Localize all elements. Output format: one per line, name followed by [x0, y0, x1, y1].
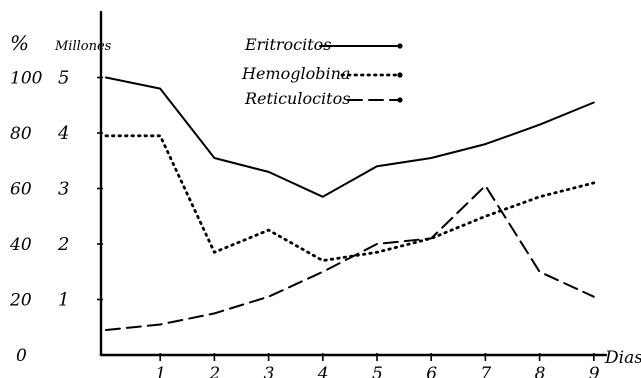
y-right-tick-label: 3	[58, 179, 69, 200]
x-axis-label: Dias	[604, 348, 641, 368]
x-tick-label: 3	[264, 364, 275, 378]
y-left-tick-label: 100	[10, 69, 43, 89]
x-tick-label: 5	[372, 364, 383, 378]
x-tick-label: 8	[535, 364, 546, 378]
y-right-tick-label: 5	[58, 68, 69, 89]
y-left-tick-label: 60	[10, 180, 32, 200]
y-right-axis-label: Millones	[54, 39, 112, 54]
legend: Eritrocitos Hemoglobina Reticulocitos	[241, 35, 403, 108]
legend-label-hemoglobina: Hemoglobina	[241, 64, 350, 83]
y-right-tick-label: 4	[57, 123, 69, 144]
x-tick-label: 1	[155, 364, 166, 378]
series-line-eritrocitos	[105, 76, 595, 198]
y-left-axis-label: %	[10, 31, 29, 55]
series-line-reticulocitos	[105, 184, 595, 331]
series-lines	[104, 76, 596, 331]
legend-endpoint	[397, 97, 403, 103]
y-left-tick-label: 0	[16, 346, 27, 366]
y-left-tick-label: 20	[9, 291, 32, 311]
y-left-tick-label: 80	[10, 124, 32, 144]
legend-endpoint	[397, 72, 403, 78]
series-line-hemoglobina	[104, 134, 596, 263]
x-tick-label: 7	[480, 364, 491, 378]
legend-label-eritrocitos: Eritrocitos	[244, 35, 332, 54]
x-tick-label: 4	[317, 364, 329, 378]
y-left-tick-label: 40	[9, 235, 32, 255]
x-tick-label: 9	[589, 364, 600, 378]
legend-endpoint	[397, 43, 403, 49]
y-right-tick-label: 1	[58, 290, 69, 311]
y-right-tick-label: 2	[57, 234, 69, 255]
tick-marks: 1 2 3 4 5 6 7 8 9 100 80 60 40 20 0 5 4 3 2 1	[9, 68, 600, 378]
legend-label-reticulocitos: Reticulocitos	[244, 89, 350, 108]
x-tick-label: 6	[426, 364, 437, 378]
x-tick-label: 2	[208, 364, 220, 378]
